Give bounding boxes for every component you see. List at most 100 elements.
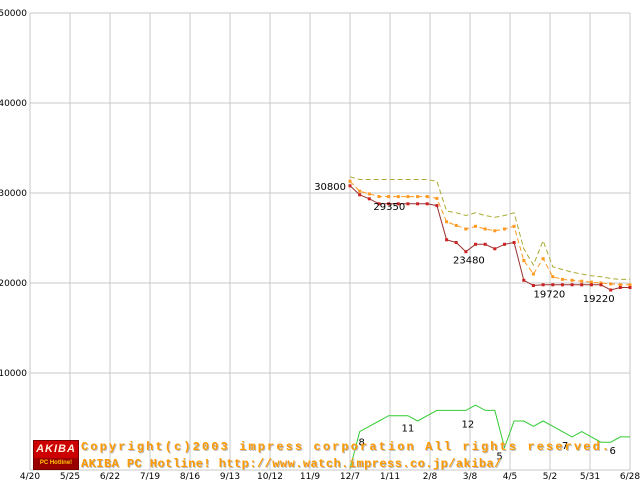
marker-average-price: [628, 283, 632, 287]
marker-lowest-price: [551, 283, 555, 287]
marker-lowest-price: [483, 242, 487, 246]
marker-lowest-price: [445, 238, 449, 242]
price-point-label: 19720: [533, 290, 565, 301]
marker-average-price: [589, 280, 593, 284]
series-highest-price: [349, 176, 630, 280]
marker-lowest-price: [416, 202, 420, 206]
price-point-label: 19220: [583, 294, 615, 305]
marker-average-price: [387, 195, 391, 199]
shop-count-label: 11: [402, 424, 415, 435]
marker-average-price: [618, 283, 622, 287]
x-axis-label: 8/16: [180, 472, 200, 480]
x-axis-label: 10/12: [257, 472, 283, 480]
marker-lowest-price: [425, 202, 429, 206]
y-axis-label: 20000: [0, 279, 27, 289]
site-url-text: AKIBA PC Hotline! http://www.watch.impre…: [81, 457, 502, 471]
marker-average-price: [474, 224, 477, 228]
akiba-logo: AKIBA PC Hotline!: [33, 440, 79, 470]
marker-average-price: [560, 277, 564, 281]
marker-lowest-price: [560, 283, 564, 287]
marker-average-price: [522, 259, 526, 262]
x-axis-label: 6/22: [100, 472, 120, 480]
marker-average-price: [396, 195, 400, 199]
marker-lowest-price: [358, 193, 362, 197]
shop-count-label: 5: [496, 452, 502, 463]
marker-average-price: [416, 195, 420, 199]
x-axis-label: 5/31: [580, 472, 600, 480]
marker-lowest-price: [628, 286, 632, 289]
shop-count-label: 12: [462, 419, 475, 430]
x-axis-label: 5/2: [543, 472, 557, 480]
marker-lowest-price: [618, 286, 622, 289]
marker-average-price: [531, 272, 535, 276]
marker-average-price: [599, 281, 603, 285]
marker-average-price: [348, 179, 352, 183]
marker-lowest-price: [522, 278, 526, 282]
marker-lowest-price: [541, 283, 545, 287]
marker-lowest-price: [599, 283, 603, 287]
series-average-price: [349, 180, 630, 286]
series-shop-count: [349, 404, 630, 469]
x-axis-label: 11/9: [300, 472, 320, 480]
y-axis-label: 10000: [0, 369, 27, 379]
marker-average-price: [377, 195, 381, 199]
x-axis-label: 4/20: [20, 472, 40, 480]
x-axis-label: 9/13: [220, 472, 240, 480]
y-axis-label: 40000: [0, 99, 27, 109]
shop-count-label: 8: [359, 438, 365, 449]
marker-average-price: [493, 229, 497, 233]
marker-average-price: [445, 220, 449, 224]
marker-lowest-price: [589, 283, 593, 287]
price-point-label: 30800: [314, 182, 346, 193]
marker-lowest-price: [580, 283, 584, 287]
marker-average-price: [551, 275, 555, 279]
series-lowest-price: [349, 185, 630, 291]
x-axis-label: 1/11: [380, 472, 400, 480]
x-axis-label: 4/5: [503, 472, 517, 480]
marker-average-price: [512, 224, 516, 228]
x-axis-label: 12/7: [340, 472, 360, 480]
marker-average-price: [609, 282, 613, 286]
x-axis-label: 2/8: [423, 472, 438, 480]
marker-average-price: [435, 196, 439, 200]
marker-lowest-price: [464, 250, 468, 254]
marker-average-price: [406, 195, 410, 199]
marker-lowest-price: [435, 204, 439, 208]
marker-lowest-price: [367, 197, 371, 201]
copyright-text: Copyright(c)2003 impress corporation All…: [81, 440, 612, 454]
marker-lowest-price: [512, 241, 516, 244]
marker-lowest-price: [348, 184, 352, 188]
marker-lowest-price: [609, 288, 613, 292]
shop-count-label: 6: [610, 446, 616, 457]
price-point-label: 23480: [453, 256, 485, 267]
marker-average-price: [464, 227, 468, 231]
marker-average-price: [483, 227, 487, 231]
shop-count-label: 7: [562, 441, 568, 452]
marker-lowest-price: [570, 283, 574, 287]
marker-average-price: [358, 189, 362, 193]
marker-lowest-price: [493, 247, 497, 251]
marker-lowest-price: [531, 284, 535, 287]
x-axis-label: 5/25: [60, 472, 80, 480]
marker-average-price: [541, 257, 545, 261]
x-axis-label: 7/19: [140, 472, 160, 480]
marker-lowest-price: [387, 202, 391, 206]
marker-average-price: [503, 227, 506, 231]
marker-lowest-price: [474, 242, 477, 246]
marker-lowest-price: [503, 242, 506, 246]
marker-average-price: [425, 195, 429, 199]
price-point-label: 29350: [373, 202, 405, 213]
marker-average-price: [580, 279, 584, 283]
x-axis-label: 6/28: [620, 472, 640, 480]
x-axis-label: 3/8: [463, 472, 478, 480]
marker-lowest-price: [377, 202, 381, 206]
y-axis-label: 30000: [0, 189, 27, 199]
akiba-logo-subtitle: PC Hotline!: [34, 458, 78, 469]
marker-lowest-price: [396, 202, 400, 206]
marker-average-price: [570, 278, 574, 282]
akiba-logo-title: AKIBA: [36, 443, 76, 455]
y-axis-label: 50000: [0, 9, 27, 19]
marker-average-price: [454, 223, 458, 227]
